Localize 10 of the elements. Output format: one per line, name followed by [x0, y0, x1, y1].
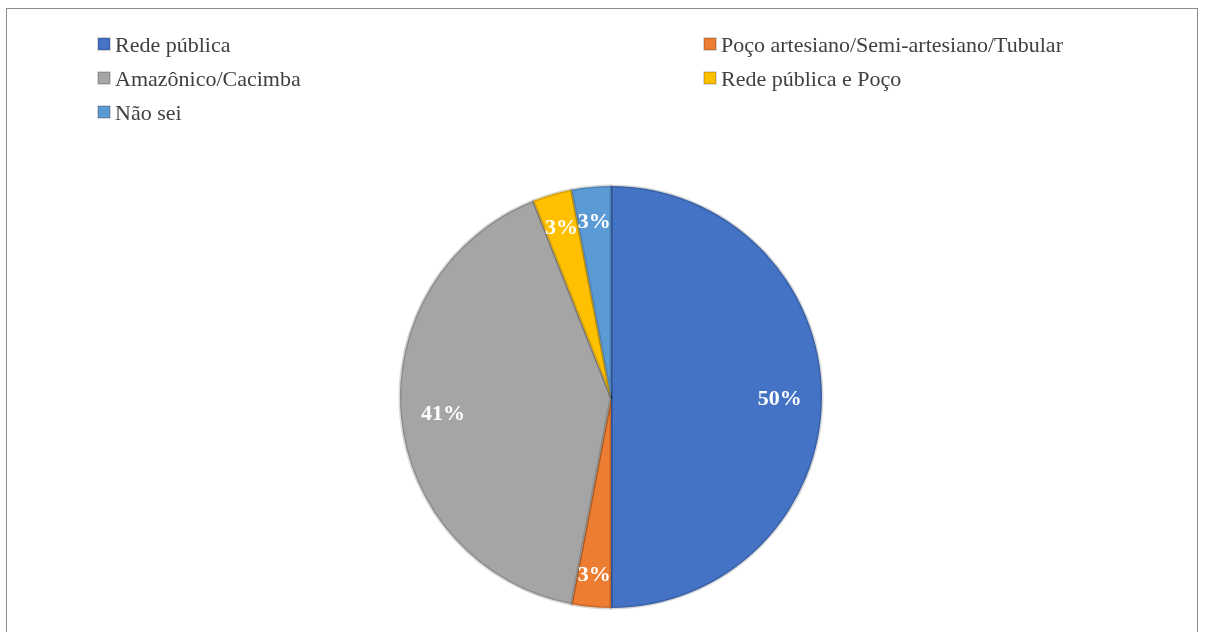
legend-label: Não sei [115, 99, 182, 125]
data-label: 3% [577, 208, 611, 234]
data-label: 3% [545, 214, 579, 240]
legend-label: Rede pública e Poço [721, 65, 902, 91]
data-label: 50% [757, 384, 802, 410]
legend-label: Rede pública [115, 31, 231, 57]
legend-label: Poço artesiano/Semi-artesiano/Tubular [721, 31, 1064, 57]
data-label: 41% [420, 400, 465, 426]
legend-label: Amazônico/Cacimba [115, 65, 301, 91]
data-label: 3% [577, 560, 611, 586]
